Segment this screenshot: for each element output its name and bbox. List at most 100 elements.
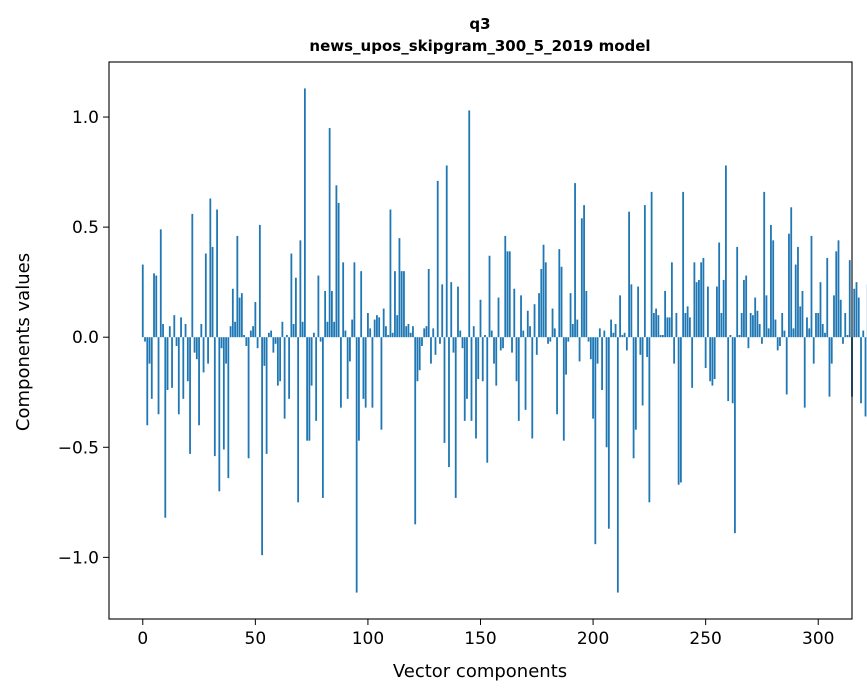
bar bbox=[643, 205, 646, 338]
bar bbox=[729, 335, 732, 338]
bar bbox=[425, 326, 428, 338]
chart-title: q3 bbox=[469, 15, 490, 33]
y-tick-label: 0.5 bbox=[72, 218, 99, 238]
bar bbox=[470, 337, 473, 421]
bar bbox=[632, 337, 635, 459]
bar bbox=[648, 337, 651, 503]
bars-group bbox=[141, 88, 867, 593]
bar bbox=[664, 290, 667, 338]
bar bbox=[472, 326, 475, 338]
bar bbox=[247, 337, 250, 459]
bar bbox=[772, 240, 775, 338]
bar bbox=[788, 233, 790, 338]
bar bbox=[445, 165, 448, 338]
bar bbox=[725, 165, 727, 338]
bar bbox=[583, 205, 585, 338]
bar bbox=[423, 328, 426, 338]
bar bbox=[761, 337, 763, 344]
bar bbox=[466, 337, 468, 399]
bar bbox=[862, 330, 865, 338]
bar bbox=[396, 315, 399, 338]
bar bbox=[328, 128, 331, 338]
bar bbox=[324, 290, 327, 338]
bar bbox=[695, 282, 698, 338]
bar bbox=[317, 275, 320, 338]
x-tick-label: 150 bbox=[464, 629, 496, 649]
bar bbox=[283, 337, 286, 419]
bar bbox=[448, 337, 450, 468]
bar bbox=[294, 277, 297, 338]
bar bbox=[403, 271, 405, 338]
bar bbox=[394, 271, 396, 338]
bar bbox=[258, 224, 261, 338]
bar bbox=[463, 337, 466, 421]
bar bbox=[731, 337, 734, 404]
y-tick-label: 0.0 bbox=[72, 328, 99, 348]
bar bbox=[452, 337, 455, 353]
y-axis: −1.0 −0.5 0.0 0.5 1.0 bbox=[58, 108, 109, 568]
bar bbox=[508, 251, 511, 338]
x-tick-label: 0 bbox=[137, 629, 148, 649]
bar bbox=[252, 326, 254, 338]
bar bbox=[650, 191, 653, 338]
bar bbox=[416, 337, 419, 382]
bar bbox=[646, 337, 649, 358]
bar bbox=[182, 337, 185, 399]
bar bbox=[301, 321, 304, 338]
bar bbox=[220, 337, 223, 349]
bar bbox=[186, 337, 189, 382]
bar bbox=[686, 306, 689, 338]
bar bbox=[468, 110, 471, 338]
bar bbox=[785, 337, 788, 395]
bar bbox=[306, 337, 309, 441]
bar bbox=[580, 218, 583, 338]
bar bbox=[682, 191, 685, 338]
bar bbox=[551, 308, 554, 338]
bar bbox=[853, 288, 856, 338]
bar bbox=[391, 332, 394, 338]
bar bbox=[716, 286, 718, 338]
bar bbox=[168, 326, 171, 338]
bar bbox=[369, 328, 372, 338]
bar bbox=[407, 323, 410, 338]
bar bbox=[587, 337, 590, 342]
bar bbox=[385, 326, 387, 338]
bar bbox=[770, 224, 772, 338]
bar bbox=[225, 337, 227, 364]
bar bbox=[596, 337, 599, 364]
bar bbox=[846, 335, 849, 338]
bar bbox=[558, 249, 561, 338]
plot-frame bbox=[108, 61, 853, 620]
bar bbox=[673, 337, 676, 364]
bar bbox=[349, 337, 351, 362]
x-tick-label: 200 bbox=[577, 629, 609, 649]
bar bbox=[549, 337, 552, 342]
x-tick-label: 100 bbox=[352, 629, 384, 649]
bar bbox=[281, 321, 284, 338]
bar bbox=[450, 282, 453, 338]
bar bbox=[767, 328, 770, 338]
bar bbox=[718, 242, 721, 338]
x-tick-label: 250 bbox=[689, 629, 721, 649]
bar bbox=[691, 337, 694, 388]
bar bbox=[193, 337, 196, 353]
bar bbox=[227, 337, 230, 479]
bar bbox=[213, 337, 216, 457]
bar bbox=[340, 337, 342, 408]
bar bbox=[490, 330, 493, 338]
bar bbox=[639, 337, 642, 355]
bar bbox=[376, 315, 378, 338]
bar bbox=[387, 335, 390, 338]
bar bbox=[574, 183, 576, 338]
y-tick-label: 1.0 bbox=[72, 108, 99, 128]
bar bbox=[499, 337, 502, 351]
bar bbox=[475, 337, 477, 439]
bar bbox=[189, 337, 191, 454]
bar bbox=[240, 293, 243, 338]
bar bbox=[380, 337, 383, 430]
bar bbox=[679, 337, 682, 483]
bar bbox=[758, 323, 761, 338]
bar bbox=[371, 337, 374, 408]
bar bbox=[657, 315, 660, 338]
bar bbox=[815, 312, 817, 338]
